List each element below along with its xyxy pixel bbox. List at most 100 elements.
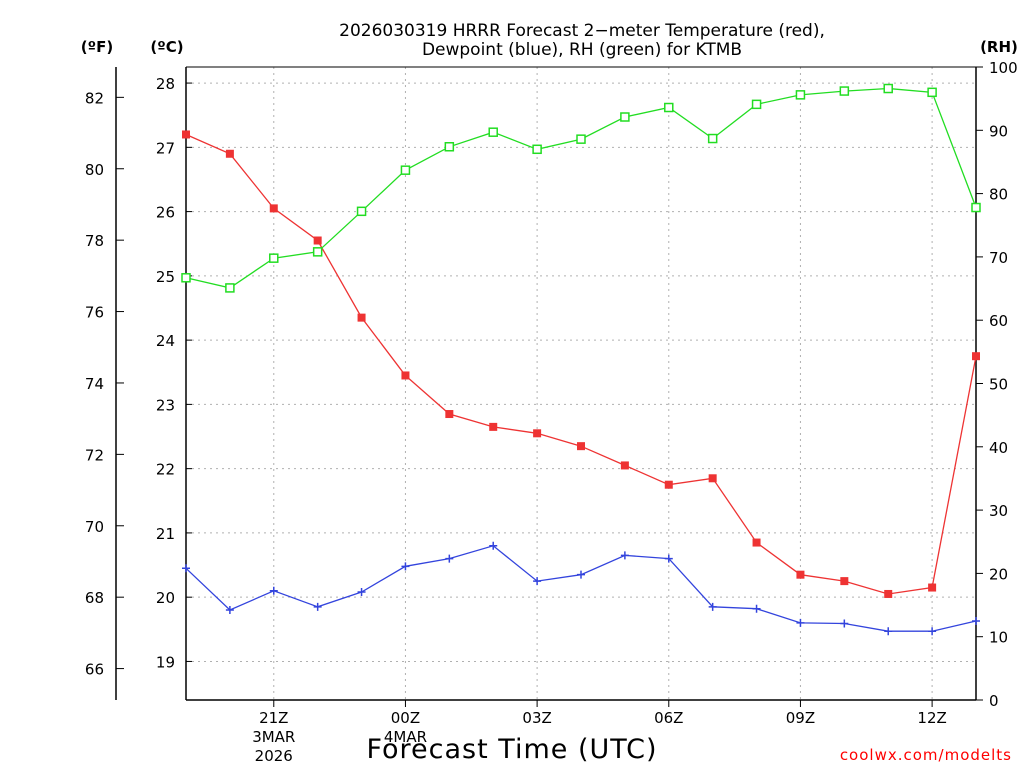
rh-point bbox=[488, 127, 498, 137]
celsius-tick-label: 20 bbox=[156, 589, 175, 607]
temperature-line bbox=[185, 133, 977, 595]
x-tick-label: 21Z bbox=[259, 709, 288, 727]
rh-tick-label: 50 bbox=[989, 376, 1008, 394]
fahrenheit-tick-label: 82 bbox=[85, 89, 104, 107]
temperature-point bbox=[840, 577, 849, 586]
dewpoint-line bbox=[185, 545, 977, 632]
fahrenheit-axis-unit: (ºF) bbox=[81, 38, 113, 56]
fahrenheit-tick-label: 66 bbox=[85, 661, 104, 679]
celsius-tick-label: 27 bbox=[156, 139, 175, 157]
rh-point bbox=[225, 283, 235, 293]
fahrenheit-tick-label: 68 bbox=[85, 589, 104, 607]
dewpoint-point bbox=[445, 554, 454, 563]
temperature-point bbox=[752, 538, 761, 547]
rh-line bbox=[185, 87, 977, 289]
celsius-axis-unit: (ºC) bbox=[150, 38, 183, 56]
dewpoint-point bbox=[972, 616, 980, 625]
x-tick-label: 3MAR bbox=[252, 728, 295, 746]
fahrenheit-tick-label: 70 bbox=[85, 518, 104, 536]
rh-tick-label: 80 bbox=[989, 186, 1008, 204]
temperature-point bbox=[664, 480, 673, 489]
temperature-point bbox=[182, 130, 190, 139]
celsius-tick-label: 25 bbox=[156, 268, 175, 286]
x-tick-label: 06Z bbox=[654, 709, 683, 727]
temperature-point bbox=[928, 583, 937, 592]
rh-point bbox=[532, 144, 542, 155]
rh-point bbox=[751, 99, 762, 110]
dewpoint-point bbox=[489, 541, 498, 550]
rh-point bbox=[620, 112, 630, 122]
dewpoint-point bbox=[182, 564, 190, 573]
temperature-point bbox=[357, 313, 366, 322]
rh-tick-label: 60 bbox=[989, 312, 1008, 330]
temperature-point bbox=[577, 442, 585, 451]
rh-tick-label: 90 bbox=[989, 122, 1008, 140]
temperature-point bbox=[708, 474, 717, 483]
temperature-point bbox=[796, 570, 805, 579]
celsius-tick-label: 21 bbox=[156, 525, 175, 543]
celsius-tick-label: 28 bbox=[156, 75, 175, 93]
dewpoint-point bbox=[357, 588, 366, 597]
fahrenheit-tick-label: 72 bbox=[85, 446, 104, 464]
dewpoint-point bbox=[533, 577, 542, 586]
temperature-point bbox=[533, 429, 542, 438]
celsius-tick-label: 26 bbox=[156, 204, 175, 222]
temperature-point bbox=[401, 371, 410, 380]
fahrenheit-tick-label: 78 bbox=[85, 232, 104, 250]
celsius-tick-label: 19 bbox=[156, 653, 175, 671]
rh-tick-label: 10 bbox=[989, 629, 1008, 647]
rh-point bbox=[181, 273, 191, 283]
rh-tick-label: 20 bbox=[989, 565, 1008, 583]
celsius-tick-label: 24 bbox=[156, 332, 175, 350]
celsius-tick-label: 22 bbox=[156, 461, 175, 479]
x-tick-label: 4MAR bbox=[384, 728, 427, 746]
temperature-point bbox=[445, 410, 454, 419]
rh-tick-label: 100 bbox=[989, 59, 1018, 77]
dewpoint-point bbox=[752, 604, 761, 613]
rh-point bbox=[927, 87, 937, 98]
rh-point bbox=[269, 253, 279, 263]
dewpoint-point bbox=[664, 554, 673, 563]
dewpoint-point bbox=[620, 551, 629, 560]
rh-point bbox=[400, 165, 411, 175]
dewpoint-point bbox=[225, 606, 234, 615]
rh-point bbox=[839, 86, 850, 96]
rh-axis-unit: (RH) bbox=[980, 38, 1018, 56]
temperature-point bbox=[884, 589, 893, 598]
chart-title-line-2: Dewpoint (blue), RH (green) for KTMB bbox=[422, 40, 742, 60]
x-tick-label: 09Z bbox=[786, 709, 815, 727]
x-axis-label: Forecast Time (UTC) bbox=[366, 734, 657, 765]
x-tick-label: 2026 bbox=[255, 747, 293, 765]
fahrenheit-tick-label: 74 bbox=[85, 375, 104, 393]
grid-lines bbox=[186, 67, 976, 700]
rh-point bbox=[795, 90, 806, 100]
axes bbox=[115, 66, 983, 707]
rh-point bbox=[312, 247, 323, 257]
fahrenheit-tick-label: 76 bbox=[85, 304, 104, 322]
rh-tick-label: 30 bbox=[989, 502, 1008, 520]
dewpoint-point bbox=[796, 618, 805, 627]
dewpoint-point bbox=[928, 627, 937, 636]
celsius-tick-label: 23 bbox=[156, 396, 175, 414]
dewpoint-point bbox=[401, 562, 410, 571]
rh-point bbox=[356, 206, 367, 217]
tick-labels: 19 20 21 22 23 24 25 26 27 28 66 68 70 72 74 76 78 80 82 0 1… bbox=[85, 59, 1018, 765]
rh-tick-label: 0 bbox=[989, 692, 999, 710]
rh-point bbox=[444, 142, 455, 152]
temperature-point bbox=[620, 461, 629, 470]
dewpoint-point bbox=[313, 602, 322, 611]
rh-point bbox=[707, 133, 718, 144]
rh-tick-label: 40 bbox=[989, 439, 1008, 457]
dewpoint-point bbox=[840, 619, 849, 628]
dewpoint-point bbox=[577, 570, 585, 579]
rh-point bbox=[883, 83, 893, 94]
x-tick-label: 00Z bbox=[391, 709, 420, 727]
temperature-point bbox=[489, 422, 498, 431]
rh-point bbox=[664, 102, 674, 113]
chart-title-line-1: 2026030319 HRRR Forecast 2−meter Tempera… bbox=[339, 21, 825, 41]
rh-tick-label: 70 bbox=[989, 249, 1008, 267]
fahrenheit-tick-label: 80 bbox=[85, 161, 104, 179]
rh-point bbox=[576, 134, 586, 144]
temperature-point bbox=[269, 204, 278, 213]
